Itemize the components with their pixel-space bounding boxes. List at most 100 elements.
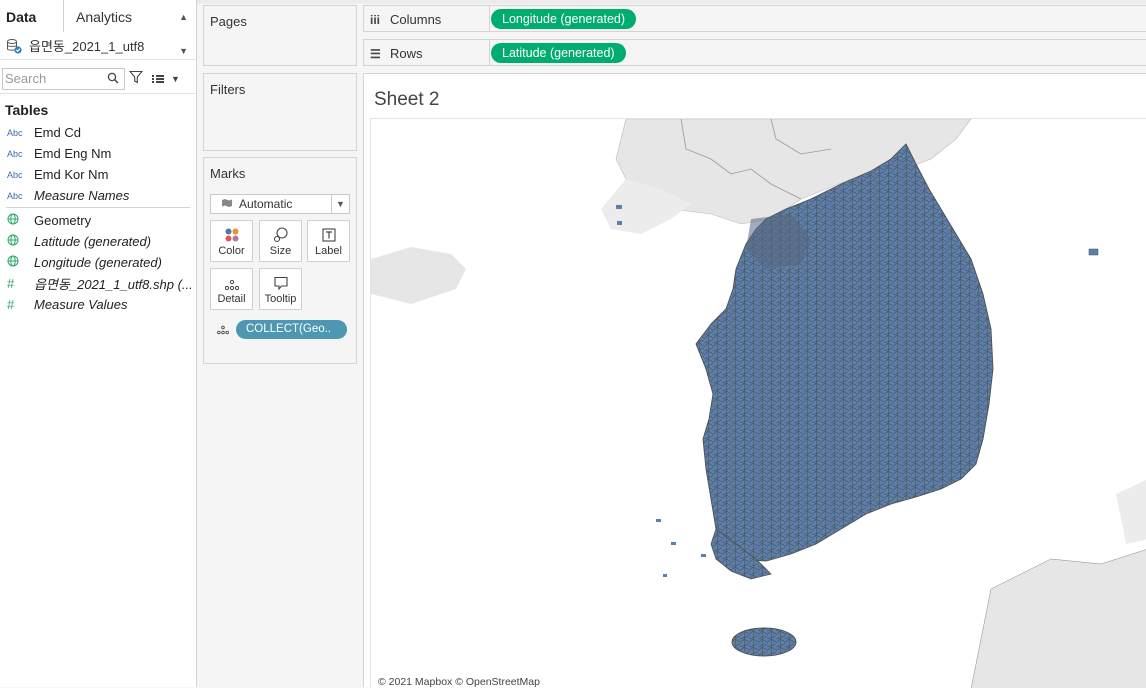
japan-island bbox=[1116, 479, 1146, 544]
sheet-title: Sheet 2 bbox=[374, 89, 440, 110]
label-label: Label bbox=[315, 245, 342, 257]
field-latitude-generated[interactable]: Latitude (generated) bbox=[0, 231, 196, 252]
filters-card[interactable]: Filters bbox=[203, 73, 357, 151]
datasource-name: 읍면동_2021_1_utf8 bbox=[29, 39, 145, 54]
field-measure-names[interactable]: Abc Measure Names bbox=[0, 185, 196, 206]
map-view[interactable]: © 2021 Mapbox © OpenStreetMap bbox=[370, 118, 1146, 688]
string-type-icon: Abc bbox=[7, 169, 23, 180]
size-button[interactable]: Size bbox=[259, 220, 302, 262]
marks-title: Marks bbox=[210, 166, 246, 181]
island bbox=[663, 574, 667, 577]
longitude-pill[interactable]: Longitude (generated) bbox=[491, 9, 637, 29]
field-label: Emd Eng Nm bbox=[34, 146, 112, 161]
tooltip-button[interactable]: Tooltip bbox=[259, 268, 302, 310]
size-label: Size bbox=[269, 245, 292, 257]
field-label: Longitude (generated) bbox=[34, 255, 162, 270]
tooltip-icon bbox=[260, 269, 301, 291]
field-measure-values[interactable]: # Measure Values bbox=[0, 294, 196, 315]
latitude-pill[interactable]: Latitude (generated) bbox=[491, 43, 626, 63]
search-icon[interactable] bbox=[107, 72, 119, 87]
columns-shelf[interactable]: iii Columns Longitude (generated) bbox=[363, 5, 1146, 32]
island bbox=[617, 221, 622, 225]
mark-type-value: Automatic bbox=[239, 197, 293, 211]
datasource-icon bbox=[6, 38, 22, 54]
detail-icon bbox=[211, 269, 252, 291]
field-label: Emd Cd bbox=[34, 125, 81, 140]
tab-analytics[interactable]: Analytics ▲ ▼ bbox=[64, 0, 196, 56]
detail-label: Detail bbox=[217, 293, 246, 305]
shelf-divider bbox=[489, 40, 490, 65]
rows-icon: ☰ bbox=[370, 46, 381, 61]
jeju-island bbox=[731, 627, 797, 657]
field-list: Abc Emd Cd Abc Emd Eng Nm Abc Emd Kor Nm Ab… bbox=[0, 122, 196, 315]
text-label-icon bbox=[308, 221, 349, 243]
hash-icon: # bbox=[7, 276, 15, 291]
globe-icon bbox=[7, 213, 27, 228]
string-type-icon: Abc bbox=[7, 148, 23, 159]
hash-icon: # bbox=[7, 297, 15, 312]
field-label: Emd Kor Nm bbox=[34, 167, 109, 182]
rows-shelf-label: ☰ Rows bbox=[370, 46, 423, 61]
island bbox=[1088, 248, 1099, 256]
color-label: Color bbox=[218, 245, 245, 257]
string-type-icon: Abc bbox=[7, 190, 23, 201]
island bbox=[616, 205, 622, 209]
filter-icon[interactable] bbox=[128, 70, 144, 87]
label-button[interactable]: Label bbox=[307, 220, 350, 262]
field-geometry[interactable]: Geometry bbox=[0, 210, 196, 231]
field-label: Latitude (generated) bbox=[34, 234, 152, 249]
southwest-coast bbox=[710, 528, 772, 580]
detail-icon bbox=[216, 324, 230, 338]
country-border bbox=[680, 119, 832, 200]
top-strip bbox=[0, 0, 1146, 4]
collect-geometry-pill[interactable]: COLLECT(Geo.. bbox=[236, 320, 347, 339]
size-icon bbox=[260, 221, 301, 243]
filters-title: Filters bbox=[210, 82, 246, 97]
up-down-arrows-icon[interactable]: ▲ ▼ bbox=[179, 12, 188, 56]
detail-button[interactable]: Detail bbox=[210, 268, 253, 310]
globe-icon bbox=[7, 255, 27, 270]
field-emd-eng-nm[interactable]: Abc Emd Eng Nm bbox=[0, 143, 196, 164]
rows-shelf[interactable]: ☰ Rows Latitude (generated) bbox=[363, 39, 1146, 66]
field-label: Measure Names bbox=[34, 188, 130, 203]
search-row: Search ▼ bbox=[0, 64, 196, 94]
marks-card: Marks Automatic ▼ Color Size Label Detai… bbox=[203, 157, 357, 364]
island bbox=[656, 519, 661, 522]
field-shp-count[interactable]: # 읍면동_2021_1_utf8.shp (... bbox=[0, 273, 196, 294]
tables-heading: Tables bbox=[5, 102, 49, 118]
tooltip-label: Tooltip bbox=[264, 293, 297, 305]
field-divider bbox=[6, 207, 190, 208]
field-longitude-generated[interactable]: Longitude (generated) bbox=[0, 252, 196, 273]
map-canvas[interactable] bbox=[371, 119, 1146, 688]
tab-data[interactable]: Data bbox=[0, 0, 64, 32]
view-options-icon[interactable]: ▼ bbox=[151, 73, 180, 85]
rows-label-text: Rows bbox=[390, 46, 423, 61]
mark-type-dropdown[interactable]: Automatic ▼ bbox=[210, 194, 350, 214]
field-label: 읍면동_2021_1_utf8.shp (... bbox=[34, 277, 193, 292]
japan-land bbox=[970, 549, 1146, 688]
color-button[interactable]: Color bbox=[210, 220, 253, 262]
columns-icon: iii bbox=[370, 12, 381, 27]
data-pane: Data Analytics ▲ ▼ 읍면동_2021_1_utf8 Search bbox=[0, 0, 197, 687]
map-icon bbox=[221, 197, 233, 211]
datasource-item[interactable]: 읍면동_2021_1_utf8 bbox=[0, 32, 196, 60]
search-input[interactable]: Search bbox=[2, 67, 125, 90]
field-emd-kor-nm[interactable]: Abc Emd Kor Nm bbox=[0, 164, 196, 185]
tab-analytics-label: Analytics bbox=[76, 9, 133, 25]
color-icon bbox=[211, 221, 252, 243]
search-placeholder: Search bbox=[5, 71, 47, 86]
seoul-metro-area bbox=[746, 214, 811, 269]
island bbox=[671, 542, 676, 545]
map-attribution: © 2021 Mapbox © OpenStreetMap bbox=[376, 676, 542, 688]
china-land-west bbox=[371, 247, 466, 304]
field-emd-cd[interactable]: Abc Emd Cd bbox=[0, 122, 196, 143]
field-label: Geometry bbox=[34, 213, 92, 228]
pane-tabs: Data Analytics ▲ ▼ bbox=[0, 0, 196, 56]
island bbox=[701, 554, 706, 557]
pages-card[interactable]: Pages bbox=[203, 5, 357, 66]
pages-title: Pages bbox=[210, 14, 247, 29]
chevron-down-icon[interactable]: ▼ bbox=[171, 73, 180, 84]
string-type-icon: Abc bbox=[7, 127, 23, 138]
field-label: Measure Values bbox=[34, 297, 128, 312]
chevron-down-icon[interactable]: ▼ bbox=[331, 195, 349, 213]
